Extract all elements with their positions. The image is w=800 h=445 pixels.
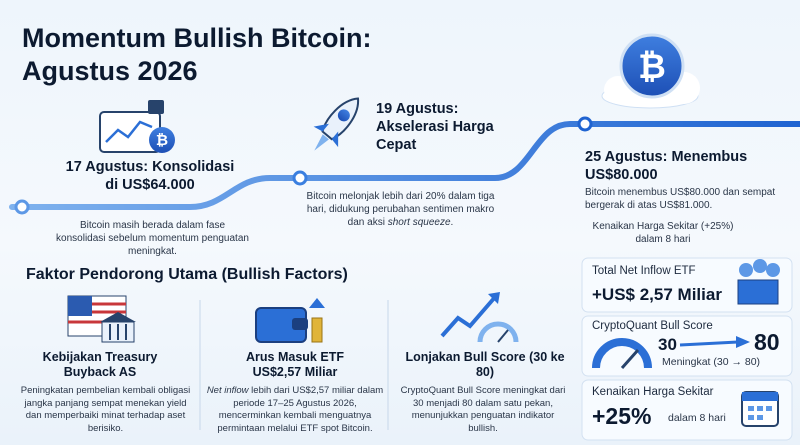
- page-title: Momentum Bullish Bitcoin: Agustus 2026: [22, 23, 372, 86]
- arrow: [679, 340, 739, 347]
- factor-desc: CryptoQuant Bull Score meningkat dari 30…: [400, 385, 566, 434]
- stat-to: 80: [754, 329, 780, 355]
- milestone-desc: Bitcoin masih berada dalam fase konsolid…: [56, 220, 249, 257]
- desc-emphasis: Net inflow: [206, 385, 249, 396]
- svg-text:₿: ₿: [156, 132, 168, 149]
- stat-value: +25%: [592, 403, 652, 429]
- wallet-icon: [255, 298, 325, 343]
- chart-icon: ₿: [99, 100, 175, 153]
- growth-icon: [440, 292, 519, 343]
- money-box-icon: [737, 259, 780, 305]
- gauge-icon: [592, 338, 652, 369]
- milestone-title: 19 Agustus: Akselerasi Harga Cepat: [376, 101, 494, 153]
- stat-from: 30: [658, 335, 677, 354]
- treasury-icon: [67, 295, 136, 343]
- factor-title: Arus Masuk ETF US$2,57 Miliar: [246, 350, 344, 379]
- timeline-dot: [292, 170, 308, 186]
- stat-note: Meningkat (30 → 80): [662, 356, 761, 368]
- milestone-desc: Bitcoin menembus US$80.000 dan sempat be…: [585, 187, 776, 211]
- desc-end: .: [450, 217, 454, 228]
- cloud-coin-icon: ₿: [601, 33, 700, 109]
- factor-title: Kebijakan Treasury Buyback AS: [42, 350, 158, 379]
- desc-emphasis: short squeeze: [387, 217, 451, 228]
- timeline-line: [9, 121, 800, 210]
- factor-desc: Peningkatan pembelian kembali obligasi j…: [20, 385, 191, 434]
- timeline-dot: [14, 199, 30, 215]
- calendar-icon: [741, 391, 779, 427]
- stat-note: dalam 8 hari: [668, 412, 726, 424]
- milestone-title: 17 Agustus: Konsolidasi di US$64.000: [65, 159, 235, 193]
- factor-desc: Net inflow lebih dari US$2,57 miliar dal…: [205, 385, 385, 435]
- factor-title: Lonjakan Bull Score (30 ke 80): [405, 350, 565, 379]
- stat-value: +US$ 2,57 Miliar: [592, 285, 722, 304]
- desc-text: Bitcoin melonjak lebih dari 20% dalam ti…: [306, 191, 495, 228]
- svg-text:₿: ₿: [638, 48, 666, 86]
- milestone-desc: Bitcoin melonjak lebih dari 20% dalam ti…: [298, 190, 503, 229]
- rocket-icon: [313, 97, 360, 151]
- milestone-note: Kenaikan Harga Sekitar (+25%) dalam 8 ha…: [592, 221, 734, 245]
- stat-label: Kenaikan Harga Sekitar: [592, 386, 714, 398]
- desc-text: lebih dari US$2,57 miliar dalam periode …: [217, 385, 384, 434]
- timeline-dot: [577, 116, 593, 132]
- milestone-title: 25 Agustus: Menembus US$80.000: [585, 149, 748, 183]
- section-title: Faktor Pendorong Utama (Bullish Factors): [26, 266, 348, 283]
- stat-label: CryptoQuant Bull Score: [592, 320, 713, 332]
- stat-label: Total Net Inflow ETF: [592, 265, 696, 277]
- arrow-head: [736, 336, 750, 348]
- stat-card: [581, 379, 793, 441]
